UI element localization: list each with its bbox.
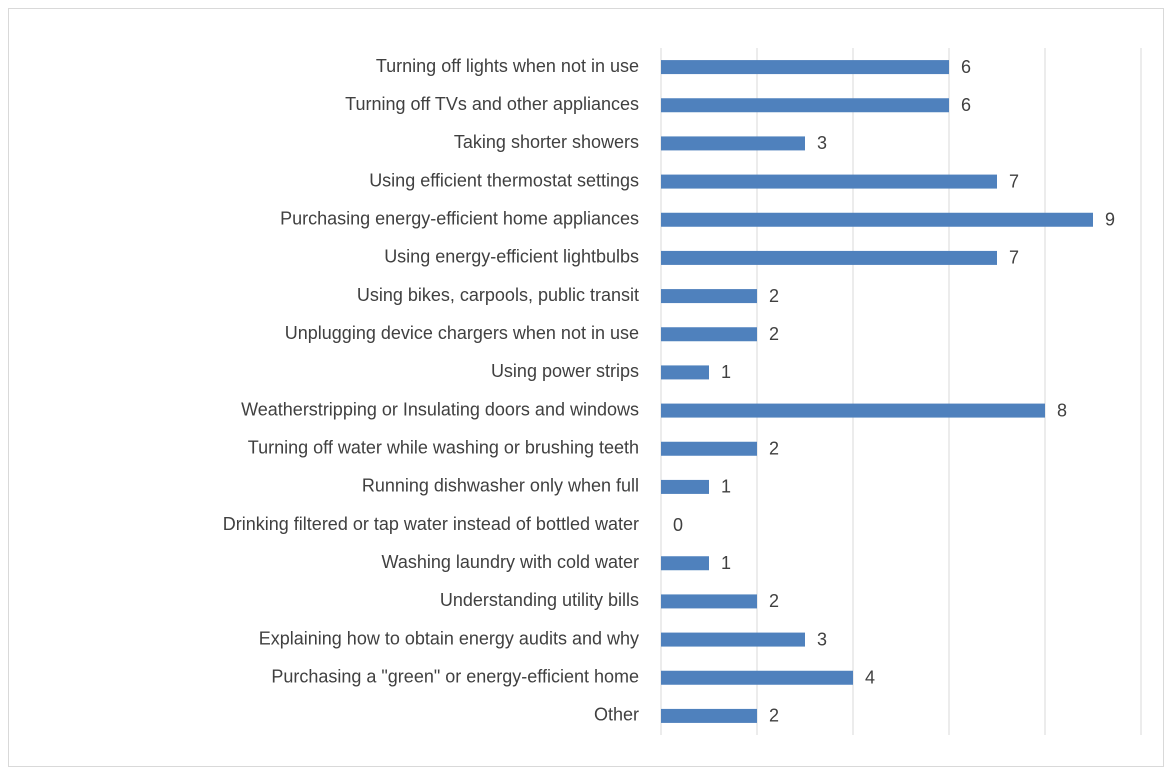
chart-border [8, 8, 1164, 767]
value-label: 0 [673, 515, 683, 535]
bar [661, 98, 949, 113]
bar [661, 174, 997, 189]
bar [661, 479, 709, 494]
value-label: 7 [1009, 248, 1019, 268]
value-label: 2 [769, 286, 779, 306]
category-label: Using efficient thermostat settings [369, 170, 639, 190]
bar [661, 670, 853, 685]
value-label: 3 [817, 133, 827, 153]
bar [661, 708, 757, 723]
value-label: 1 [721, 477, 731, 497]
value-label: 1 [721, 553, 731, 573]
bar [661, 60, 949, 75]
value-label: 2 [769, 439, 779, 459]
category-label: Using bikes, carpools, public transit [357, 285, 639, 305]
value-label: 7 [1009, 171, 1019, 191]
bar [661, 556, 709, 571]
category-label: Unplugging device chargers when not in u… [285, 323, 639, 343]
category-label: Using energy-efficient lightbulbs [384, 247, 639, 267]
value-label: 6 [961, 95, 971, 115]
value-label: 8 [1057, 400, 1067, 420]
category-label: Explaining how to obtain energy audits a… [259, 628, 639, 648]
category-label: Turning off TVs and other appliances [345, 94, 639, 114]
category-label: Weatherstripping or Insulating doors and… [241, 399, 639, 419]
bar [661, 327, 757, 342]
bar [661, 289, 757, 304]
value-label: 1 [721, 362, 731, 382]
bar [661, 403, 1045, 418]
category-label: Understanding utility bills [440, 590, 639, 610]
category-label: Purchasing a "green" or energy-efficient… [271, 667, 639, 687]
category-label: Purchasing energy-efficient home applian… [280, 209, 639, 229]
bar [661, 136, 805, 151]
category-label: Turning off water while washing or brush… [248, 438, 639, 458]
bar [661, 212, 1093, 227]
bar [661, 365, 709, 380]
category-label: Using power strips [491, 361, 639, 381]
category-label: Other [594, 705, 639, 725]
value-label: 4 [865, 668, 875, 688]
value-label: 3 [817, 629, 827, 649]
bar [661, 594, 757, 609]
value-label: 2 [769, 591, 779, 611]
bar [661, 632, 805, 647]
value-label: 2 [769, 706, 779, 726]
value-label: 6 [961, 57, 971, 77]
category-label: Turning off lights when not in use [376, 56, 639, 76]
bar [661, 250, 997, 265]
category-label: Washing laundry with cold water [382, 552, 639, 572]
bar [661, 441, 757, 456]
category-label: Drinking filtered or tap water instead o… [223, 514, 639, 534]
category-label: Taking shorter showers [454, 132, 639, 152]
value-label: 9 [1105, 210, 1115, 230]
value-label: 2 [769, 324, 779, 344]
category-label: Running dishwasher only when full [362, 476, 639, 496]
